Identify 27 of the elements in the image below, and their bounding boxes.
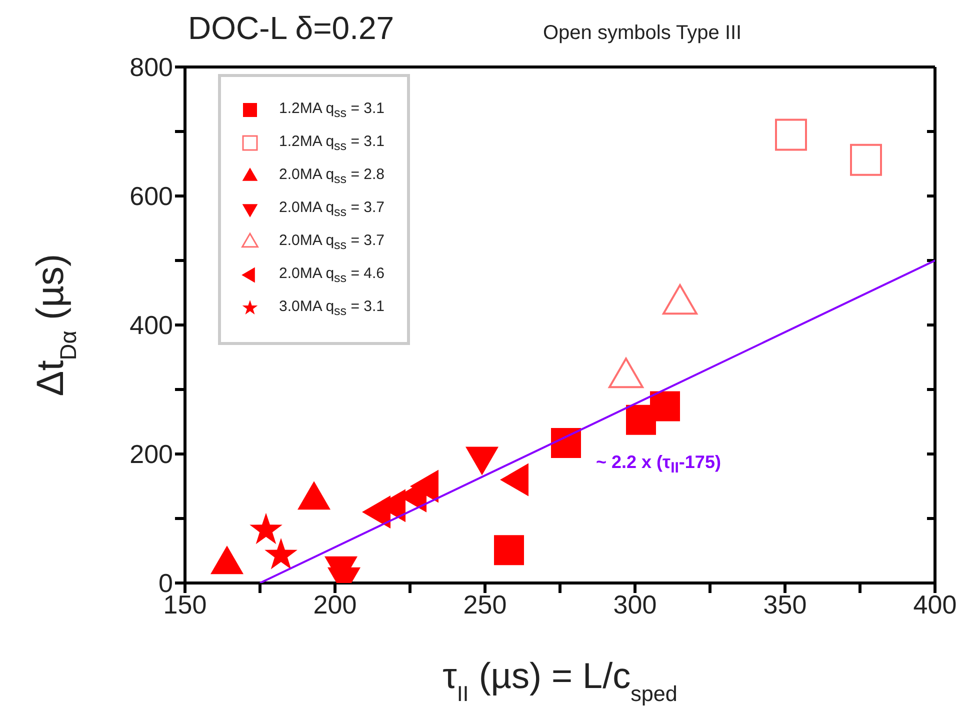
y-tick-label: 200 (130, 439, 173, 470)
chart-subtitle: Open symbols Type III (543, 22, 742, 45)
legend-label: 2.0MA q$_{ss}$ = 3.7 (279, 232, 384, 252)
point (551, 428, 581, 458)
legend-label: 2.0MA q$_{ss}$ = 3.7 (279, 198, 384, 218)
legend-label: 1.2MA q$_{ss}$ = 3.1 (279, 132, 384, 152)
x-tick-label: 250 (463, 589, 507, 620)
x-tick-label: 300 (613, 589, 657, 620)
point (264, 538, 298, 570)
y-tick-label: 400 (130, 310, 173, 340)
point (494, 535, 524, 566)
legend-label: 1.2MA q$_{ss}$ = 3.1 (279, 100, 384, 120)
point (850, 144, 882, 176)
annotation: ~ 2.2 x (τ$_{II}$-175) (596, 452, 721, 477)
y-tick-label: 800 (130, 52, 173, 82)
chart-title: DOC-L δ=0.27 (188, 10, 394, 47)
x-tick-label: 400 (913, 589, 957, 620)
legend-label: 3.0MA q$_{ss}$ = 3.1 (279, 298, 384, 318)
x-axis-title: τ$_{II}$ (µs) = L/c$_{sped}$ (442, 655, 678, 706)
point (775, 118, 807, 151)
legend-label: 2.0MA q$_{ss}$ = 4.6 (279, 264, 384, 284)
legend-label: 2.0MA q$_{ss}$ = 2.8 (279, 166, 384, 186)
x-tick-label: 350 (763, 589, 807, 620)
y-tick-label: 600 (130, 181, 173, 212)
point (650, 391, 680, 422)
point (250, 512, 282, 544)
x-tick-label: 200 (313, 589, 357, 620)
